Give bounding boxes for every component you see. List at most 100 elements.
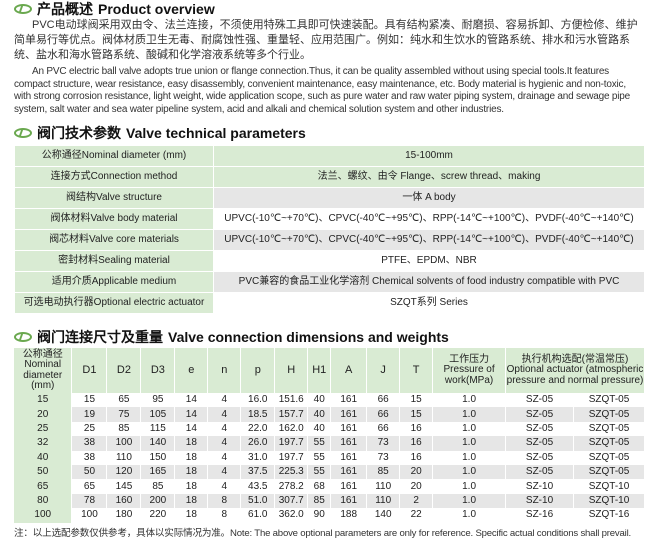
param-row: 可选电动执行器Optional electric actuator SZQT系列 … (14, 292, 645, 314)
param-row: 阀芯材料Valve core materials UPVC(-10℃~+70℃)、… (14, 229, 645, 251)
table-cell: 55 (307, 436, 332, 451)
table-cell: 75 (106, 407, 142, 422)
table-cell: 73 (366, 436, 401, 451)
table-cell: 38 (71, 436, 108, 451)
param-label: 阀结构Valve structure (14, 187, 214, 209)
column-header: p (240, 348, 276, 393)
table-cell: 165 (140, 464, 176, 480)
table-cell: 161 (330, 421, 368, 437)
table-cell: 22 (399, 508, 434, 523)
table-cell: 20 (399, 479, 434, 494)
table-cell: 161 (330, 493, 368, 509)
table-cell: 15 (399, 393, 434, 408)
param-label: 阀芯材料Valve core materials (14, 229, 214, 251)
table-cell: 68 (307, 479, 332, 494)
table-cell: 40 (307, 407, 332, 422)
table-cell: 161 (330, 393, 368, 408)
table-cell: SZ-16 (505, 508, 574, 523)
dims-table: 公称通径 Nominal diameter (mm) D1 D2 D3 e n p H H1 A J… (14, 348, 646, 523)
title-cn: 阀门技术参数 (37, 125, 121, 141)
table-row: 65 65 145 85 18 4 43.5 278.2 68 161 110 20 1.0 SZ-10 S… (14, 479, 646, 494)
table-cell: 157.7 (274, 407, 309, 422)
table-cell: 15 (71, 393, 108, 408)
table-cell: 18 (174, 479, 209, 494)
param-row: 连接方式Connection method 法兰、螺纹、由令 Flange、scr… (14, 166, 645, 188)
table-cell: 162.0 (274, 421, 309, 437)
row-header: 20 (14, 407, 73, 422)
table-row: 40 38 110 150 18 4 31.0 197.7 55 161 73 16 1.0 SZ-05 S… (14, 450, 646, 465)
table-cell: 1.0 (432, 421, 507, 437)
title-en: Valve connection dimensions and weights (168, 329, 449, 345)
table-cell: 100 (71, 508, 108, 523)
column-header: D2 (106, 348, 142, 393)
param-value: PTFE、EPDM、NBR (213, 250, 645, 272)
table-cell: 362.0 (274, 508, 309, 523)
table-cell: 78 (71, 493, 108, 509)
param-value: UPVC(-10℃~+70℃)、CPVC(-40℃~+95℃)、RPP(-14℃… (213, 229, 645, 251)
table-cell: 1.0 (432, 508, 507, 523)
title-en: Valve technical parameters (126, 125, 306, 141)
table-row: 25 25 85 115 14 4 22.0 162.0 40 161 66 16 1.0 SZ-05 SZ… (14, 421, 646, 437)
param-label: 可选电动执行器Optional electric actuator (14, 292, 214, 314)
table-cell: 220 (140, 508, 176, 523)
table-cell: 85 (106, 421, 142, 437)
table-cell: 278.2 (274, 479, 309, 494)
table-cell: 4 (207, 407, 242, 422)
table-cell: 8 (207, 508, 242, 523)
table-cell: 1.0 (432, 450, 507, 465)
table-cell: 50 (71, 464, 108, 480)
table-cell: 66 (366, 421, 401, 437)
table-cell: 14 (174, 393, 209, 408)
column-header: 执行机构选配(常温常压) Optional actuator (atmosphe… (505, 348, 645, 393)
table-row: 32 38 100 140 18 4 26.0 197.7 55 161 73 16 1.0 SZ-05 S… (14, 436, 646, 451)
param-label: 阀体材料Valve body material (14, 208, 214, 230)
table-cell: 65 (71, 479, 108, 494)
table-cell: 4 (207, 421, 242, 437)
param-label: 公称通径Nominal diameter (mm) (14, 145, 214, 167)
table-cell: 43.5 (240, 479, 276, 494)
table-row: 50 50 120 165 18 4 37.5 225.3 55 161 85 20 1.0 SZ-05 S… (14, 464, 646, 480)
brand-logo-icon (14, 332, 32, 342)
row-header: 100 (14, 508, 73, 523)
table-cell: 140 (366, 508, 401, 523)
table-cell: 110 (366, 479, 401, 494)
table-cell: 197.7 (274, 436, 309, 451)
table-cell: 4 (207, 436, 242, 451)
table-cell: 110 (106, 450, 142, 465)
table-cell: 85 (307, 493, 332, 509)
table-cell: 40 (307, 393, 332, 408)
table-cell: 38 (71, 450, 108, 465)
param-value: UPVC(-10℃~+70℃)、CPVC(-40℃~+95℃)、RPP(-14℃… (213, 208, 645, 230)
table-cell: 145 (106, 479, 142, 494)
table-cell: 37.5 (240, 464, 276, 480)
overview-heading: 产品概述 Product overview (14, 0, 645, 18)
table-cell: SZQT-10 (573, 493, 646, 509)
param-label: 密封材料Sealing material (14, 250, 214, 272)
table-cell: 1.0 (432, 407, 507, 422)
table-cell: 18 (174, 436, 209, 451)
table-cell: 1.0 (432, 479, 507, 494)
table-cell: 16.0 (240, 393, 276, 408)
table-cell: 22.0 (240, 421, 276, 437)
table-cell: 188 (330, 508, 368, 523)
table-cell: 4 (207, 393, 242, 408)
table-cell: 18.5 (240, 407, 276, 422)
table-cell: 110 (366, 493, 401, 509)
table-cell: 18 (174, 450, 209, 465)
table-cell: 90 (307, 508, 332, 523)
column-header: e (174, 348, 209, 393)
table-cell: 16 (399, 421, 434, 437)
title-en: Product overview (98, 1, 215, 17)
table-cell: 14 (174, 421, 209, 437)
table-cell: 55 (307, 464, 332, 480)
table-cell: 18 (174, 493, 209, 509)
table-cell: 180 (106, 508, 142, 523)
table-cell: 151.6 (274, 393, 309, 408)
params-heading: 阀门技术参数 Valve technical parameters (14, 124, 645, 142)
row-header: 65 (14, 479, 73, 494)
table-cell: 4 (207, 479, 242, 494)
table-cell: 307.7 (274, 493, 309, 509)
table-cell: 66 (366, 407, 401, 422)
param-row: 适用介质Applicable medium PVC兼容的食品工业化学溶剂 Chem… (14, 271, 645, 293)
table-cell: 19 (71, 407, 108, 422)
